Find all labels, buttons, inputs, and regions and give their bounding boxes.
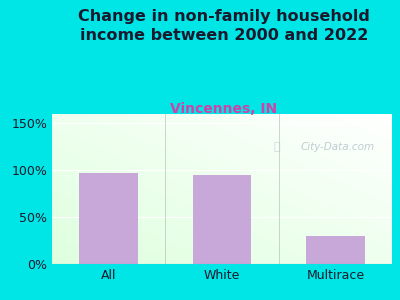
Text: Ⓠ: Ⓠ — [273, 142, 280, 152]
Text: City-Data.com: City-Data.com — [300, 142, 374, 152]
Bar — [306, 236, 365, 264]
Text: Change in non-family household
income between 2000 and 2022: Change in non-family household income be… — [78, 9, 370, 43]
Bar — [192, 175, 252, 264]
Text: Vincennes, IN: Vincennes, IN — [170, 102, 278, 116]
Bar — [79, 173, 138, 264]
